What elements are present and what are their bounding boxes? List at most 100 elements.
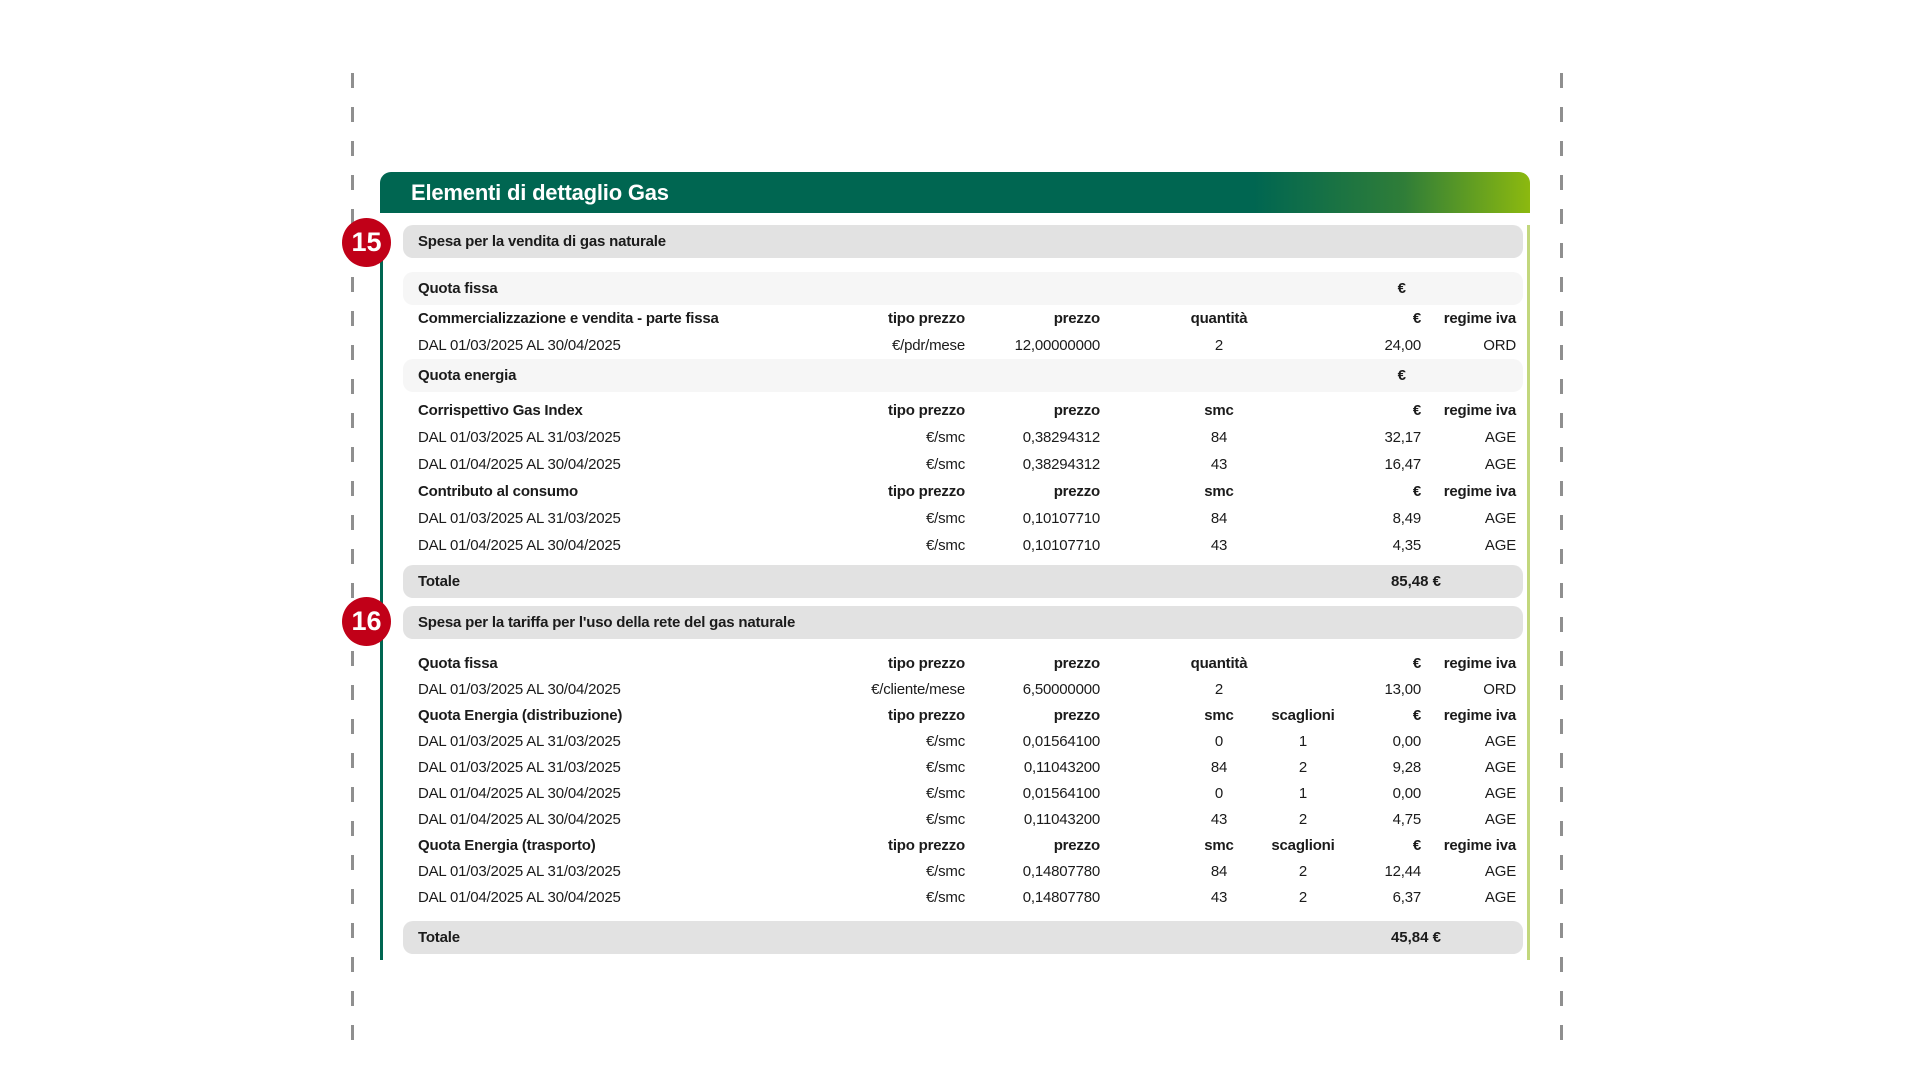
- prezzo-cell: 0,14807780: [1022, 863, 1100, 880]
- table-row: DAL 01/03/2025 AL 31/03/2025 €/smc 0,10107…: [380, 505, 1530, 532]
- table-row: DAL 01/03/2025 AL 31/03/2025 €/smc 0,38294…: [380, 424, 1530, 451]
- prezzo-cell: prezzo: [1053, 483, 1101, 500]
- period-cell: DAL 01/03/2025 AL 30/04/2025: [418, 681, 621, 698]
- prezzo-cell: prezzo: [1053, 310, 1101, 327]
- tipo-prezzo-cell: €/smc: [925, 456, 965, 473]
- euro-cell: €: [1412, 707, 1421, 724]
- section-marker-16: 16: [342, 597, 391, 646]
- prezzo-cell: 0,11043200: [1023, 759, 1100, 776]
- regime-iva-cell: AGE: [1484, 811, 1516, 828]
- tipo-prezzo-cell: tipo prezzo: [888, 837, 965, 854]
- group-name: Quota fissa: [418, 655, 498, 672]
- euro-cell: 4,35: [1392, 537, 1422, 554]
- period-cell: DAL 01/03/2025 AL 31/03/2025: [418, 863, 621, 880]
- prezzo-cell: 0,38294312: [1022, 456, 1100, 473]
- euro-cell: 24,00: [1384, 337, 1421, 354]
- regime-iva-cell: AGE: [1484, 733, 1516, 750]
- regime-iva-cell: AGE: [1484, 456, 1516, 473]
- scaglioni-cell: 2: [1298, 759, 1308, 776]
- prezzo-cell: 6,50000000: [1022, 681, 1100, 698]
- tipo-prezzo-cell: tipo prezzo: [888, 655, 965, 672]
- detail-table: Elementi di dettaglio Gas Spesa per la v…: [380, 172, 1530, 960]
- regime-iva-cell: AGE: [1484, 785, 1516, 802]
- tipo-prezzo-cell: tipo prezzo: [888, 707, 965, 724]
- period-cell: DAL 01/04/2025 AL 30/04/2025: [418, 785, 621, 802]
- period-cell: DAL 01/04/2025 AL 30/04/2025: [418, 456, 621, 473]
- tipo-prezzo-cell: €/pdr/mese: [891, 337, 965, 354]
- table-row: DAL 01/03/2025 AL 31/03/2025 €/smc 0,11043…: [380, 755, 1530, 781]
- euro-cell: 8,49: [1392, 510, 1422, 527]
- quantita-cell: 84: [1210, 759, 1228, 776]
- quantita-cell: 2: [1214, 337, 1224, 354]
- quantita-cell: smc: [1204, 483, 1234, 500]
- euro-cell: 0,00: [1392, 733, 1422, 750]
- table-row: DAL 01/04/2025 AL 30/04/2025 €/smc 0,01564…: [380, 781, 1530, 807]
- period-cell: DAL 01/03/2025 AL 31/03/2025: [418, 733, 621, 750]
- euro-cell: 12,44: [1384, 863, 1421, 880]
- section-marker-15: 15: [342, 218, 391, 267]
- right-border: [1527, 225, 1530, 960]
- regime-iva-cell: regime iva: [1443, 837, 1516, 854]
- section-title-band: Spesa per la tariffa per l'uso della ret…: [403, 606, 1523, 639]
- section-title: Spesa per la vendita di gas naturale: [418, 233, 666, 250]
- period-cell: DAL 01/04/2025 AL 30/04/2025: [418, 889, 621, 906]
- regime-iva-cell: ORD: [1483, 337, 1516, 354]
- euro-cell: 9,28: [1392, 759, 1422, 776]
- fold-dash-line-right: [1560, 73, 1563, 1040]
- table-row: DAL 01/04/2025 AL 30/04/2025 €/smc 0,38294…: [380, 451, 1530, 478]
- prezzo-cell: 0,11043200: [1023, 811, 1100, 828]
- quantita-cell: 43: [1210, 811, 1228, 828]
- prezzo-cell: 0,01564100: [1022, 733, 1100, 750]
- quantita-cell: quantità: [1190, 310, 1248, 327]
- euro-cell: €: [1412, 655, 1421, 672]
- quantita-cell: 43: [1210, 537, 1228, 554]
- total-label: Totale: [418, 929, 460, 946]
- prezzo-cell: 0,38294312: [1022, 429, 1100, 446]
- table-row: DAL 01/03/2025 AL 31/03/2025 €/smc 0,14807…: [380, 859, 1530, 885]
- period-cell: DAL 01/03/2025 AL 30/04/2025: [418, 337, 621, 354]
- quantita-cell: 84: [1210, 510, 1228, 527]
- tipo-prezzo-cell: tipo prezzo: [888, 483, 965, 500]
- tipo-prezzo-cell: tipo prezzo: [888, 310, 965, 327]
- euro-cell: €: [1412, 483, 1421, 500]
- quantita-cell: 84: [1210, 429, 1228, 446]
- section-title-band: Spesa per la vendita di gas naturale: [403, 225, 1523, 258]
- group-header-row: Contributo al consumo tipo prezzo prezzo sm…: [380, 478, 1530, 505]
- group-name: Corrispettivo Gas Index: [418, 402, 583, 419]
- sub-band-label: Quota fissa: [418, 280, 498, 297]
- quantita-cell: 0: [1214, 785, 1224, 802]
- group-header-row: Quota fissa tipo prezzo prezzo quantità € reg…: [380, 651, 1530, 677]
- quantita-cell: quantità: [1190, 655, 1248, 672]
- period-cell: DAL 01/03/2025 AL 31/03/2025: [418, 429, 621, 446]
- regime-iva-cell: regime iva: [1443, 483, 1516, 500]
- tipo-prezzo-cell: €/smc: [925, 863, 965, 880]
- scaglioni-cell: scaglioni: [1271, 837, 1335, 854]
- table-row: DAL 01/04/2025 AL 30/04/2025 €/smc 0,14807…: [380, 885, 1530, 911]
- quantita-cell: smc: [1204, 707, 1234, 724]
- prezzo-cell: prezzo: [1053, 837, 1101, 854]
- table-row: DAL 01/04/2025 AL 30/04/2025 €/smc 0,11043…: [380, 807, 1530, 833]
- total-label: Totale: [418, 573, 460, 590]
- prezzo-cell: prezzo: [1053, 402, 1101, 419]
- regime-iva-cell: AGE: [1484, 863, 1516, 880]
- group-name: Quota Energia (trasporto): [418, 837, 596, 854]
- euro-column-header: €: [1397, 280, 1406, 297]
- scaglioni-cell: 1: [1298, 785, 1308, 802]
- period-cell: DAL 01/03/2025 AL 31/03/2025: [418, 759, 621, 776]
- prezzo-cell: 0,01564100: [1022, 785, 1100, 802]
- table-row: DAL 01/03/2025 AL 30/04/2025 €/pdr/mese 12…: [380, 332, 1530, 359]
- table-row: DAL 01/04/2025 AL 30/04/2025 €/smc 0,10107…: [380, 532, 1530, 559]
- sub-band: Quota fissa €: [403, 272, 1523, 305]
- left-border: [380, 225, 383, 960]
- euro-cell: €: [1412, 310, 1421, 327]
- total-band: Totale 45,84 €: [403, 921, 1523, 954]
- sub-band: Quota energia €: [403, 359, 1523, 392]
- regime-iva-cell: regime iva: [1443, 310, 1516, 327]
- fold-dash-line-left: [351, 73, 354, 1040]
- group-header-row: Corrispettivo Gas Index tipo prezzo prezzo…: [380, 397, 1530, 424]
- prezzo-cell: 12,00000000: [1014, 337, 1101, 354]
- table-row: DAL 01/03/2025 AL 30/04/2025 €/cliente/me…: [380, 677, 1530, 703]
- table-row: DAL 01/03/2025 AL 31/03/2025 €/smc 0,01564…: [380, 729, 1530, 755]
- tipo-prezzo-cell: €/smc: [925, 537, 965, 554]
- scaglioni-cell: 2: [1298, 811, 1308, 828]
